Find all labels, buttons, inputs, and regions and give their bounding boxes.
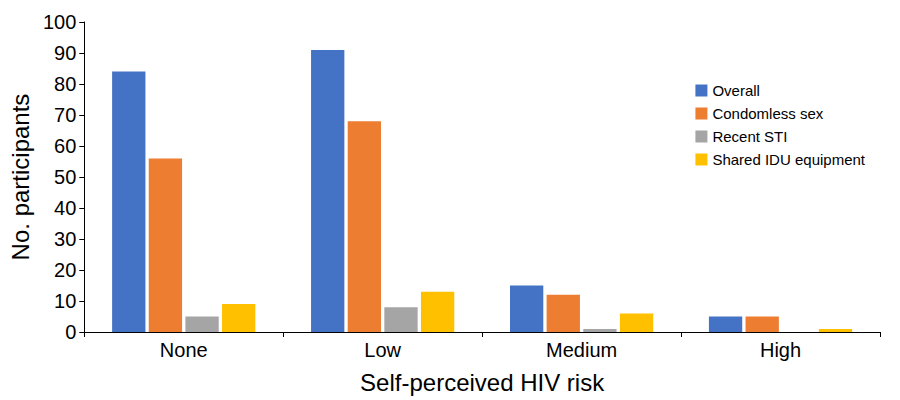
svg-text:50: 50	[54, 166, 76, 188]
svg-text:Overall: Overall	[712, 82, 760, 99]
svg-text:20: 20	[54, 259, 76, 281]
svg-text:60: 60	[54, 135, 76, 157]
svg-text:100: 100	[43, 11, 76, 33]
svg-text:10: 10	[54, 290, 76, 312]
svg-text:No. participants: No. participants	[7, 94, 34, 261]
svg-text:Medium: Medium	[546, 339, 617, 361]
svg-text:0: 0	[65, 321, 76, 343]
svg-text:Shared IDU equipment: Shared IDU equipment	[712, 151, 865, 168]
svg-text:80: 80	[54, 73, 76, 95]
svg-text:40: 40	[54, 197, 76, 219]
svg-text:90: 90	[54, 42, 76, 64]
svg-text:Low: Low	[364, 339, 401, 361]
svg-text:None: None	[160, 339, 208, 361]
svg-text:70: 70	[54, 104, 76, 126]
svg-text:30: 30	[54, 228, 76, 250]
svg-text:Condomless sex: Condomless sex	[712, 105, 823, 122]
svg-text:Recent STI: Recent STI	[712, 128, 787, 145]
svg-text:Self-perceived HIV risk: Self-perceived HIV risk	[360, 369, 605, 396]
svg-text:High: High	[760, 339, 801, 361]
